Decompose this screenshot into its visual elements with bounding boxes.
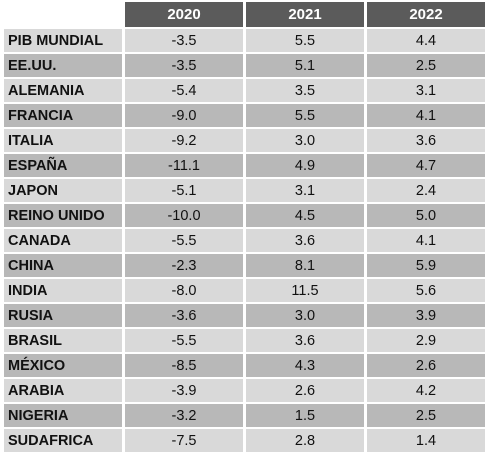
table-cell: 4.5 bbox=[246, 204, 364, 227]
table-cell: -3.5 bbox=[125, 29, 243, 52]
row-label: NIGERIA bbox=[4, 404, 122, 427]
table-cell: -3.9 bbox=[125, 379, 243, 402]
table-cell: 4.4 bbox=[367, 29, 485, 52]
table-cell: -2.3 bbox=[125, 254, 243, 277]
column-header-2022: 2022 bbox=[367, 2, 485, 27]
table-cell: 3.6 bbox=[246, 329, 364, 352]
table-cell: 2.5 bbox=[367, 54, 485, 77]
table-cell: -10.0 bbox=[125, 204, 243, 227]
table-cell: 5.0 bbox=[367, 204, 485, 227]
table-cell: 2.9 bbox=[367, 329, 485, 352]
row-label: REINO UNIDO bbox=[4, 204, 122, 227]
table-cell: 4.7 bbox=[367, 154, 485, 177]
table-cell: -8.5 bbox=[125, 354, 243, 377]
table-cell: 5.9 bbox=[367, 254, 485, 277]
table-cell: 1.4 bbox=[367, 429, 485, 452]
row-label: INDIA bbox=[4, 279, 122, 302]
table-cell: -5.5 bbox=[125, 329, 243, 352]
table-cell: 4.1 bbox=[367, 229, 485, 252]
row-label: ITALIA bbox=[4, 129, 122, 152]
table-cell: 5.6 bbox=[367, 279, 485, 302]
table-cell: -9.2 bbox=[125, 129, 243, 152]
table-cell: -11.1 bbox=[125, 154, 243, 177]
table-cell: 3.5 bbox=[246, 79, 364, 102]
table-cell: 3.9 bbox=[367, 304, 485, 327]
column-header-2020: 2020 bbox=[125, 2, 243, 27]
row-label: ALEMANIA bbox=[4, 79, 122, 102]
table-cell: 5.1 bbox=[246, 54, 364, 77]
table-cell: 2.6 bbox=[246, 379, 364, 402]
table-cell: -5.5 bbox=[125, 229, 243, 252]
table-cell: 11.5 bbox=[246, 279, 364, 302]
header-corner bbox=[4, 2, 122, 27]
forecast-table: 2020 2021 2022 PIB MUNDIAL -3.5 5.5 4.4 EE.U… bbox=[4, 2, 485, 452]
row-label: BRASIL bbox=[4, 329, 122, 352]
table-cell: -7.5 bbox=[125, 429, 243, 452]
table-cell: 2.8 bbox=[246, 429, 364, 452]
table-cell: 5.5 bbox=[246, 104, 364, 127]
table-cell: 4.2 bbox=[367, 379, 485, 402]
table-cell: 4.9 bbox=[246, 154, 364, 177]
table-cell: 1.5 bbox=[246, 404, 364, 427]
row-label: CHINA bbox=[4, 254, 122, 277]
table-cell: 5.5 bbox=[246, 29, 364, 52]
column-header-2021: 2021 bbox=[246, 2, 364, 27]
table-cell: 4.3 bbox=[246, 354, 364, 377]
table-cell: 4.1 bbox=[367, 104, 485, 127]
table-cell: 3.0 bbox=[246, 304, 364, 327]
table-cell: 3.1 bbox=[246, 179, 364, 202]
row-label: FRANCIA bbox=[4, 104, 122, 127]
table-cell: -9.0 bbox=[125, 104, 243, 127]
table-cell: 3.0 bbox=[246, 129, 364, 152]
row-label: MÉXICO bbox=[4, 354, 122, 377]
table-cell: -3.6 bbox=[125, 304, 243, 327]
table-cell: -5.1 bbox=[125, 179, 243, 202]
table-cell: 8.1 bbox=[246, 254, 364, 277]
row-label: SUDAFRICA bbox=[4, 429, 122, 452]
table-cell: -3.2 bbox=[125, 404, 243, 427]
row-label: PIB MUNDIAL bbox=[4, 29, 122, 52]
row-label: ARABIA bbox=[4, 379, 122, 402]
row-label: JAPON bbox=[4, 179, 122, 202]
table-cell: 2.5 bbox=[367, 404, 485, 427]
row-label: ESPAÑA bbox=[4, 154, 122, 177]
table-cell: -8.0 bbox=[125, 279, 243, 302]
table-cell: 2.4 bbox=[367, 179, 485, 202]
table-cell: -5.4 bbox=[125, 79, 243, 102]
table-cell: -3.5 bbox=[125, 54, 243, 77]
row-label: EE.UU. bbox=[4, 54, 122, 77]
table-cell: 3.1 bbox=[367, 79, 485, 102]
table-cell: 2.6 bbox=[367, 354, 485, 377]
row-label: RUSIA bbox=[4, 304, 122, 327]
table-cell: 3.6 bbox=[367, 129, 485, 152]
row-label: CANADA bbox=[4, 229, 122, 252]
table-cell: 3.6 bbox=[246, 229, 364, 252]
